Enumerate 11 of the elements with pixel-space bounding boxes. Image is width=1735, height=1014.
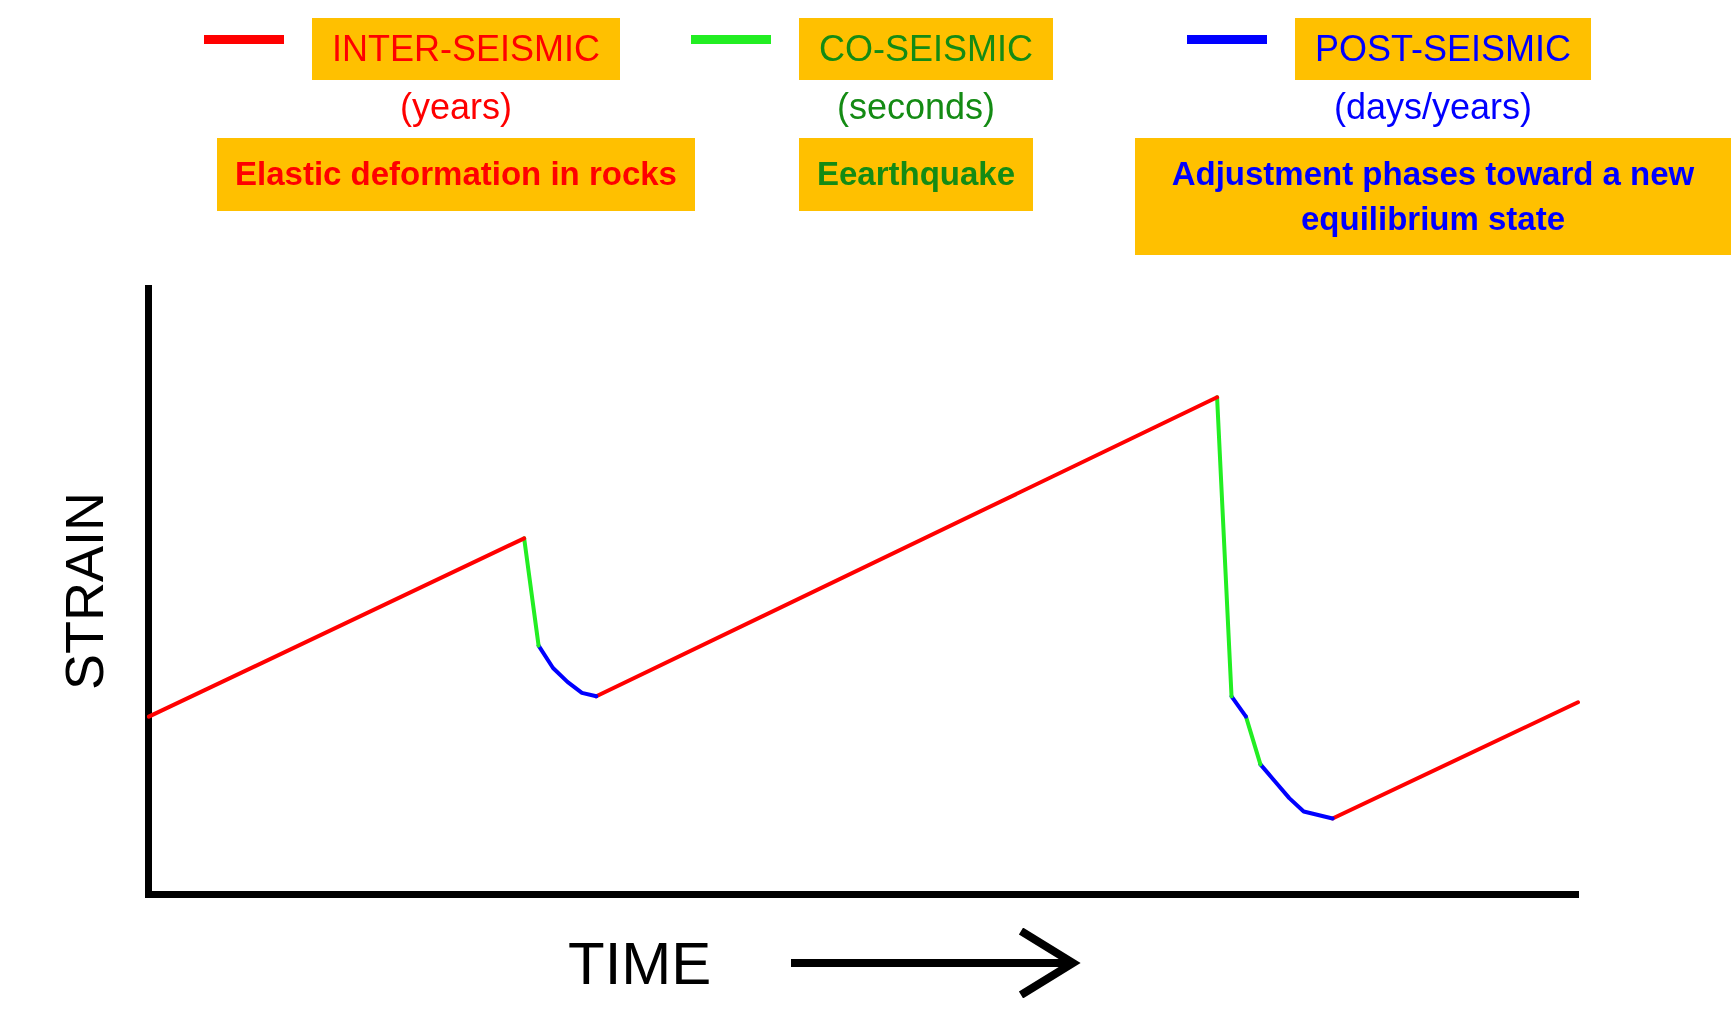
text: Elastic deformation in rocks [217,138,695,211]
x-axis-title: TIME [568,928,712,998]
text: (years) [399,86,513,128]
legend-label: POST-SEISMIC [1294,18,1592,80]
y-axis-title: STRAIN [54,491,115,691]
text: (days/years) [1332,86,1534,128]
legend-label: INTER-SEISMIC [311,18,620,80]
legend-label: CO-SEISMIC [798,18,1053,80]
text: Eearthquake [798,138,1034,211]
text: Adjustment phases toward a new equilibrium state [1135,138,1731,256]
text: (seconds) [835,86,997,128]
